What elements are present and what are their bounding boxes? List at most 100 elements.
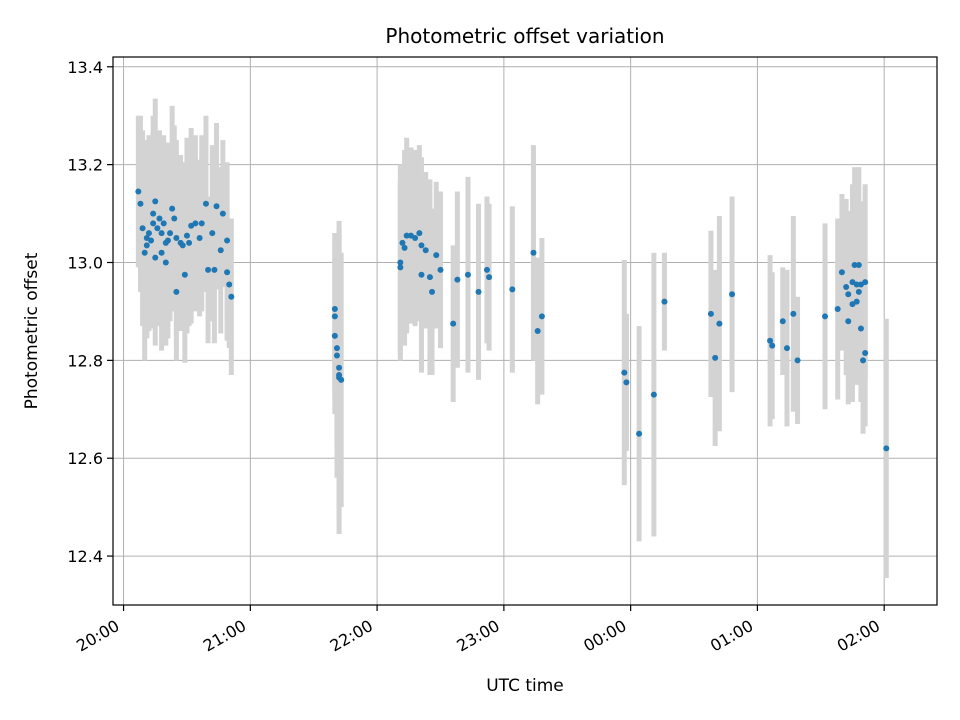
data-point bbox=[162, 259, 169, 266]
data-point bbox=[418, 271, 425, 278]
data-point bbox=[156, 215, 163, 222]
data-point bbox=[767, 337, 774, 344]
data-point bbox=[202, 200, 209, 207]
y-tick-label: 12.6 bbox=[67, 449, 103, 468]
data-point bbox=[336, 364, 343, 371]
y-axis: 12.4 12.6 12.8 13.0 13.2 13.4 bbox=[67, 58, 113, 566]
data-point bbox=[433, 252, 440, 259]
y-tick-label: 13.2 bbox=[67, 156, 103, 175]
data-point bbox=[205, 266, 212, 273]
data-point bbox=[397, 264, 404, 271]
data-point bbox=[135, 188, 142, 195]
data-point bbox=[429, 288, 436, 295]
data-point bbox=[158, 249, 165, 256]
data-point bbox=[636, 430, 643, 437]
data-point bbox=[712, 354, 719, 361]
y-tick-label: 13.4 bbox=[67, 58, 103, 77]
y-tick-label: 12.4 bbox=[67, 547, 103, 566]
data-point bbox=[217, 247, 224, 254]
x-axis-label: UTC time bbox=[486, 676, 564, 696]
data-point bbox=[857, 325, 864, 332]
data-point bbox=[661, 298, 668, 305]
data-point bbox=[224, 269, 231, 276]
data-point bbox=[213, 203, 220, 210]
data-point bbox=[169, 205, 176, 212]
data-point bbox=[450, 320, 457, 327]
data-point bbox=[331, 305, 338, 312]
data-point bbox=[397, 259, 404, 266]
data-point bbox=[226, 281, 233, 288]
data-point bbox=[454, 276, 461, 283]
data-point bbox=[224, 237, 231, 244]
data-point bbox=[855, 261, 862, 268]
data-point bbox=[160, 220, 167, 227]
data-point bbox=[148, 237, 155, 244]
data-point bbox=[845, 291, 852, 298]
data-point bbox=[834, 305, 841, 312]
data-point bbox=[196, 235, 203, 242]
plot-frame bbox=[112, 56, 938, 606]
data-point bbox=[623, 379, 630, 386]
data-point bbox=[418, 242, 425, 249]
chart-title: Photometric offset variation bbox=[385, 24, 664, 48]
data-point bbox=[179, 242, 186, 249]
data-point bbox=[186, 239, 193, 246]
data-point bbox=[794, 357, 801, 364]
data-point bbox=[716, 320, 723, 327]
data-point bbox=[401, 244, 408, 251]
data-point bbox=[164, 237, 171, 244]
data-point bbox=[843, 283, 850, 290]
data-point bbox=[150, 220, 157, 227]
data-point bbox=[783, 345, 790, 352]
data-point bbox=[198, 220, 205, 227]
data-point bbox=[158, 230, 165, 237]
y-tick-label: 13.0 bbox=[67, 254, 103, 273]
data-point bbox=[171, 215, 178, 222]
data-point bbox=[399, 239, 406, 246]
data-point bbox=[486, 274, 493, 281]
data-point bbox=[530, 249, 537, 256]
data-point bbox=[475, 288, 482, 295]
data-point bbox=[338, 376, 345, 383]
data-point bbox=[464, 271, 471, 278]
data-point bbox=[822, 313, 829, 320]
data-point bbox=[331, 332, 338, 339]
data-point bbox=[853, 281, 860, 288]
data-point bbox=[769, 342, 776, 349]
data-point bbox=[862, 279, 869, 286]
data-point bbox=[143, 242, 150, 249]
data-point bbox=[152, 198, 159, 205]
data-point bbox=[152, 254, 159, 261]
data-point bbox=[422, 247, 429, 254]
data-point bbox=[729, 291, 736, 298]
data-point bbox=[150, 210, 157, 217]
data-point bbox=[145, 230, 152, 237]
data-point bbox=[167, 230, 174, 237]
data-point bbox=[483, 266, 490, 273]
data-point bbox=[862, 350, 869, 357]
data-point bbox=[333, 352, 340, 359]
data-point bbox=[137, 200, 144, 207]
data-point bbox=[437, 266, 444, 273]
data-point bbox=[209, 230, 216, 237]
data-point bbox=[412, 235, 419, 242]
data-point bbox=[509, 286, 516, 293]
data-point bbox=[650, 391, 657, 398]
data-point bbox=[707, 310, 714, 317]
data-point bbox=[333, 345, 340, 352]
data-point bbox=[173, 288, 180, 295]
data-point bbox=[883, 445, 890, 452]
y-axis-label: Photometric offset bbox=[22, 252, 42, 409]
data-point bbox=[192, 220, 199, 227]
data-point bbox=[139, 225, 146, 232]
data-point bbox=[211, 266, 218, 273]
data-point bbox=[779, 318, 786, 325]
data-point bbox=[426, 274, 433, 281]
data-point bbox=[851, 261, 858, 268]
data-point bbox=[154, 225, 161, 232]
data-point bbox=[183, 232, 190, 239]
data-point bbox=[219, 210, 226, 217]
data-point bbox=[173, 235, 180, 242]
data-point bbox=[621, 369, 628, 376]
